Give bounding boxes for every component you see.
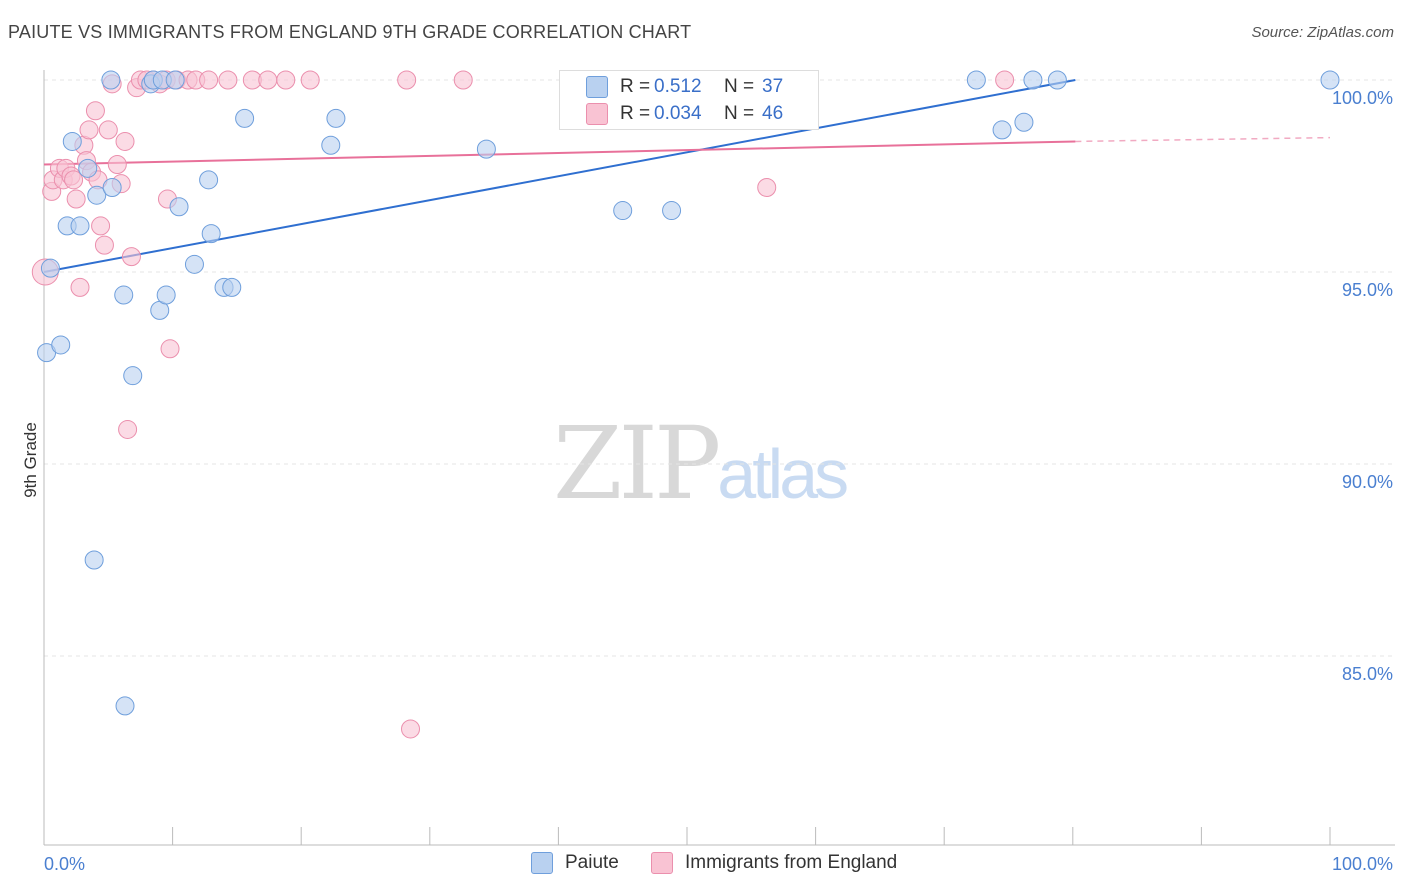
point-paiute [115, 696, 135, 716]
point-england [218, 70, 238, 90]
legend-swatch-england [651, 852, 673, 874]
point-england [995, 70, 1015, 90]
point-paiute [321, 135, 341, 155]
point-england [118, 419, 138, 439]
point-paiute [1023, 70, 1043, 90]
point-paiute [1320, 70, 1340, 90]
point-england [70, 277, 90, 297]
legend-item-paiute: Paiute [531, 852, 619, 874]
trend-line-england [43, 140, 1076, 166]
legend-n-label: N = [724, 76, 755, 97]
point-england [397, 70, 417, 90]
point-paiute [326, 108, 346, 128]
legend-row-england: R = 0.034 N = 46 [586, 101, 783, 127]
point-paiute [114, 285, 134, 305]
point-paiute [613, 201, 633, 221]
point-paiute [199, 170, 219, 190]
y-tick-label: 85.0% [1342, 664, 1393, 684]
point-england [91, 216, 111, 236]
y-axis-label: 9th Grade [21, 422, 40, 498]
legend-r-label: R = [620, 76, 651, 97]
point-paiute [40, 258, 60, 278]
x-tick-label: 0.0% [44, 854, 85, 874]
point-england [94, 235, 114, 255]
legend-label-paiute: Paiute [565, 852, 619, 873]
x-tick-label: 100.0% [1332, 854, 1393, 874]
point-paiute [992, 120, 1012, 140]
legend-n-label: N = [724, 103, 755, 124]
point-paiute [235, 108, 255, 128]
chart-title: PAIUTE VS IMMIGRANTS FROM ENGLAND 9TH GR… [8, 22, 692, 42]
axes [43, 70, 1395, 846]
legend-r-label: R = [620, 103, 651, 124]
point-england [121, 247, 141, 267]
legend-label-england: Immigrants from England [685, 852, 898, 873]
point-paiute [62, 131, 82, 151]
watermark-atlas: atlas [717, 435, 849, 513]
y-tick-label: 95.0% [1342, 280, 1393, 300]
point-paiute [169, 197, 189, 217]
point-england [160, 339, 180, 359]
point-england [107, 154, 127, 174]
grid-lines [44, 79, 1395, 657]
point-paiute [156, 285, 176, 305]
point-paiute [78, 158, 98, 178]
point-england [453, 70, 473, 90]
point-paiute [84, 550, 104, 570]
point-england [276, 70, 296, 90]
point-paiute [123, 366, 143, 386]
point-paiute [222, 277, 242, 297]
source-label: Source: ZipAtlas.com [1251, 24, 1394, 41]
legend-swatch-paiute [586, 76, 608, 98]
point-paiute [165, 70, 185, 90]
data-points [31, 70, 1340, 739]
legend-row-paiute: R = 0.512 N = 37 [586, 74, 783, 100]
point-england [115, 131, 135, 151]
point-paiute [102, 178, 122, 198]
point-england [98, 120, 118, 140]
point-paiute [1047, 70, 1067, 90]
trend-line-england-extension [1075, 136, 1331, 143]
tick-labels: 85.0% 90.0% 95.0% 100.0% 0.0% 100.0% 9th Grade [21, 88, 1393, 874]
point-paiute [51, 335, 71, 355]
point-paiute [476, 139, 496, 159]
y-tick-label: 90.0% [1342, 472, 1393, 492]
y-tick-label: 100.0% [1332, 88, 1393, 108]
point-england [85, 101, 105, 121]
point-england [79, 120, 99, 140]
series-legend: Paiute Immigrants from England [0, 852, 1406, 878]
point-england [757, 178, 777, 198]
point-england [66, 189, 86, 209]
legend-r-value: 0.034 [654, 103, 702, 124]
legend-r-value: 0.512 [654, 76, 702, 97]
legend-swatch-england [586, 103, 608, 125]
point-paiute [662, 201, 682, 221]
point-paiute [70, 216, 90, 236]
stats-legend: R = 0.512 N = 37 R = 0.034 N = 46 [559, 70, 819, 130]
point-paiute [184, 254, 204, 274]
point-england [258, 70, 278, 90]
legend-swatch-paiute [531, 852, 553, 874]
point-paiute [966, 70, 986, 90]
legend-item-england: Immigrants from England [651, 852, 897, 874]
point-england [199, 70, 219, 90]
point-paiute [1014, 112, 1034, 132]
point-paiute [201, 224, 221, 244]
legend-n-value: 46 [762, 103, 784, 124]
point-paiute [101, 70, 121, 90]
point-england [64, 170, 84, 190]
legend-n-value: 37 [762, 76, 784, 97]
point-england [401, 719, 421, 739]
point-paiute [87, 185, 107, 205]
point-england [300, 70, 320, 90]
